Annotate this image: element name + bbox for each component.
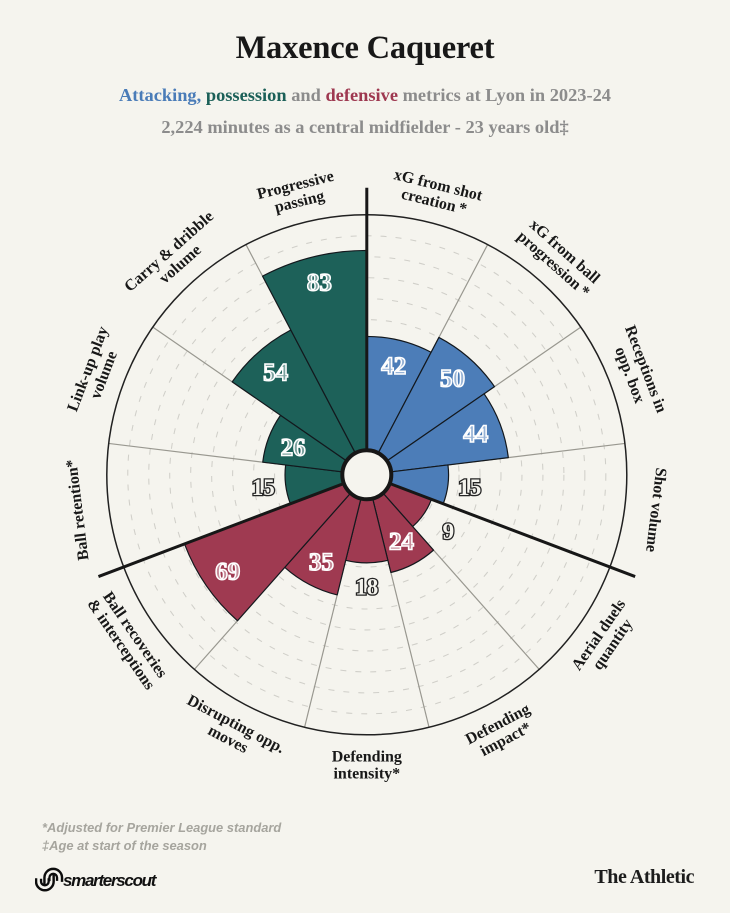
svg-text:9: 9 (443, 519, 455, 544)
svg-text:Ball retention*: Ball retention* (63, 458, 92, 561)
svg-text:83: 83 (307, 270, 332, 297)
svg-text:54: 54 (263, 359, 289, 386)
svg-text:44: 44 (463, 421, 489, 448)
svg-text:xG from ballprogression *: xG from ballprogression * (514, 215, 604, 301)
svg-text:Aerial duelsquantity: Aerial duelsquantity (569, 596, 644, 683)
svg-text:Progressivepassing: Progressivepassing (255, 168, 339, 220)
svg-text:Disrupting opp.moves: Disrupting opp.moves (176, 692, 287, 772)
svg-text:Carry & dribblevolume: Carry & dribblevolume (121, 208, 228, 308)
svg-text:35: 35 (309, 549, 334, 576)
svg-text:42: 42 (381, 353, 406, 380)
svg-text:18: 18 (355, 575, 378, 600)
svg-text:15: 15 (458, 475, 481, 500)
svg-text:69: 69 (215, 558, 240, 585)
svg-text:Link-up playvolume: Link-up playvolume (64, 324, 127, 420)
svg-text:xG from shotcreation *: xG from shotcreation * (388, 166, 485, 221)
svg-text:Receptions inopp. box: Receptions inopp. box (605, 323, 669, 421)
svg-text:24: 24 (389, 528, 415, 555)
svg-text:Defendingimpact*: Defendingimpact* (463, 701, 541, 764)
svg-text:Shot volume: Shot volume (642, 467, 669, 553)
svg-text:26: 26 (281, 434, 306, 461)
svg-text:15: 15 (252, 475, 275, 500)
svg-text:50: 50 (440, 366, 465, 393)
svg-text:Ball recoveries& interceptions: Ball recoveries& interceptions (84, 587, 172, 693)
